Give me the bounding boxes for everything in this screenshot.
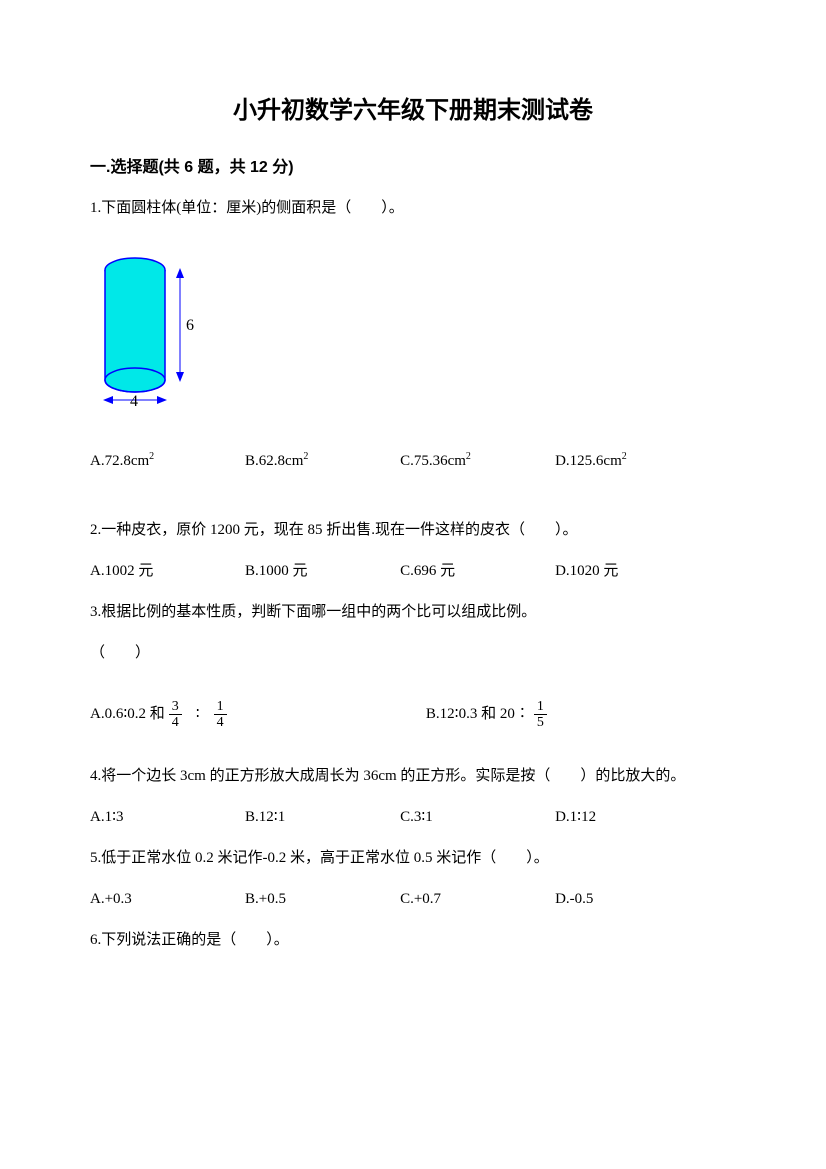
- q2-opt-c: C.696 元: [400, 558, 555, 585]
- q5-opt-c: C.+0.7: [400, 886, 555, 913]
- question-3: 3.根据比例的基本性质，判断下面哪一组中的两个比可以组成比例。 （ ） A.0.…: [90, 599, 736, 731]
- q4-options: A.1∶3 B.12∶1 C.3∶1 D.1∶12: [90, 804, 736, 831]
- svg-text:6: 6: [186, 317, 194, 334]
- question-5: 5.低于正常水位 0.2 米记作-0.2 米，高于正常水位 0.5 米记作（ ）…: [90, 845, 736, 913]
- fraction-icon: 1 5: [534, 699, 547, 731]
- svg-text:4: 4: [130, 393, 138, 410]
- fraction-icon: 1 4: [214, 699, 227, 731]
- fraction-icon: 3 4: [169, 699, 182, 731]
- q1-opt-c: C.75.36cm2: [400, 448, 555, 475]
- q5-opt-a: A.+0.3: [90, 886, 245, 913]
- q2-opt-a: A.1002 元: [90, 558, 245, 585]
- q3-opt-a: A.0.6∶0.2 和 3 4 ∶ 1 4: [90, 699, 426, 731]
- cylinder-diagram: 6 4: [90, 240, 736, 420]
- q2-text: 2.一种皮衣，原价 1200 元，现在 85 折出售.现在一件这样的皮衣（ ）。: [90, 517, 736, 544]
- q3-blank: （ ）: [90, 640, 736, 667]
- q4-text: 4.将一个边长 3cm 的正方形放大成周长为 36cm 的正方形。实际是按（ ）…: [90, 763, 736, 790]
- question-1: 1.下面圆柱体(单位：厘米)的侧面积是（ ）。 6 4 A.72.8cm2 B.…: [90, 195, 736, 475]
- question-4: 4.将一个边长 3cm 的正方形放大成周长为 36cm 的正方形。实际是按（ ）…: [90, 763, 736, 831]
- page-title: 小升初数学六年级下册期末测试卷: [90, 90, 736, 125]
- q2-opt-b: B.1000 元: [245, 558, 400, 585]
- q1-text: 1.下面圆柱体(单位：厘米)的侧面积是（ ）。: [90, 195, 736, 222]
- q5-options: A.+0.3 B.+0.5 C.+0.7 D.-0.5: [90, 886, 736, 913]
- q4-opt-a: A.1∶3: [90, 804, 245, 831]
- q1-opt-b: B.62.8cm2: [245, 448, 400, 475]
- q2-opt-d: D.1020 元: [555, 558, 710, 585]
- question-2: 2.一种皮衣，原价 1200 元，现在 85 折出售.现在一件这样的皮衣（ ）。…: [90, 517, 736, 585]
- q3-options: A.0.6∶0.2 和 3 4 ∶ 1 4 B.12∶0.3 和 20∶ 1 5: [90, 699, 736, 731]
- q1-opt-d: D.125.6cm2: [555, 448, 710, 475]
- q6-text: 6.下列说法正确的是（ ）。: [90, 927, 736, 954]
- q4-opt-c: C.3∶1: [400, 804, 555, 831]
- q4-opt-b: B.12∶1: [245, 804, 400, 831]
- q1-opt-a: A.72.8cm2: [90, 448, 245, 475]
- q5-opt-b: B.+0.5: [245, 886, 400, 913]
- q2-options: A.1002 元 B.1000 元 C.696 元 D.1020 元: [90, 558, 736, 585]
- q5-opt-d: D.-0.5: [555, 886, 710, 913]
- question-6: 6.下列说法正确的是（ ）。: [90, 927, 736, 954]
- q4-opt-d: D.1∶12: [555, 804, 710, 831]
- q3-opt-b: B.12∶0.3 和 20∶ 1 5: [426, 699, 736, 731]
- section-header: 一.选择题(共 6 题，共 12 分): [90, 153, 736, 177]
- q5-text: 5.低于正常水位 0.2 米记作-0.2 米，高于正常水位 0.5 米记作（ ）…: [90, 845, 736, 872]
- q3-text: 3.根据比例的基本性质，判断下面哪一组中的两个比可以组成比例。: [90, 599, 736, 626]
- q1-options: A.72.8cm2 B.62.8cm2 C.75.36cm2 D.125.6cm…: [90, 448, 736, 475]
